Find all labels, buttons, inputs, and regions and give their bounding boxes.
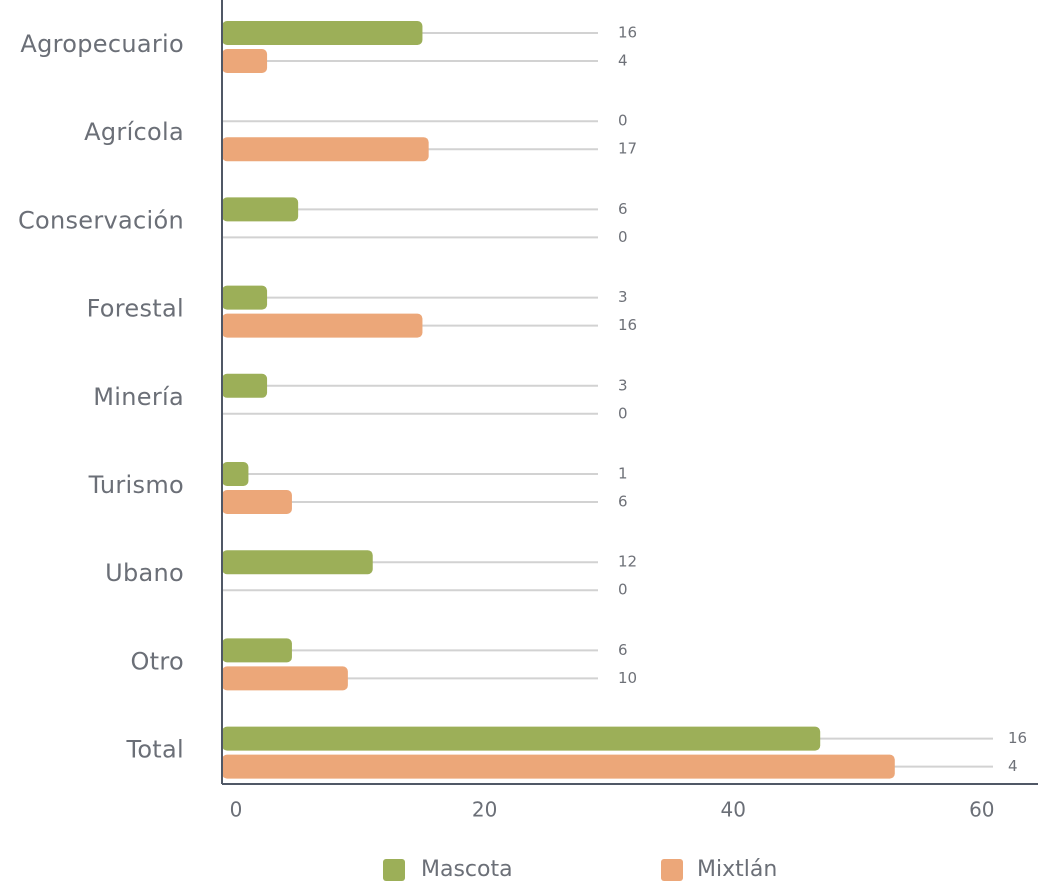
category-label: Otro [130, 647, 184, 675]
bar-mascota [222, 197, 299, 222]
legend: Mascota Mixtlán [383, 857, 777, 882]
data-label: 3 [618, 376, 628, 394]
data-label: 12 [618, 553, 637, 571]
bar-mixtl-n [222, 137, 429, 162]
data-label: 0 [618, 112, 628, 130]
bar-mixtl-n [222, 313, 423, 338]
category-labels: Agropecuario Agrícola Conservación Forestal… [18, 30, 184, 764]
data-label: 17 [618, 140, 637, 158]
category-label: Agrícola [84, 118, 184, 146]
category-label: Minería [93, 383, 184, 411]
bar-mixtl-n [222, 49, 268, 73]
x-tick-labels: 0 20 40 60 [230, 798, 995, 822]
x-tick-label: 60 [969, 798, 994, 822]
bar-mascota [222, 285, 268, 310]
bar-mascota [222, 462, 249, 486]
data-label: 0 [618, 581, 628, 599]
category-label: Ubano [105, 559, 184, 587]
bar-mixtl-n [222, 490, 292, 514]
data-label: 4 [618, 52, 628, 70]
data-label: 4 [1008, 757, 1018, 775]
data-label: 16 [1008, 729, 1027, 747]
bar-mascota [222, 726, 821, 751]
bar-mascota [222, 21, 423, 45]
bar-mascota [222, 373, 268, 398]
x-tick-label: 40 [720, 798, 745, 822]
data-label: 6 [618, 641, 628, 659]
data-label: 1 [618, 465, 628, 483]
bars [222, 21, 895, 779]
bar-mascota [222, 638, 292, 663]
data-label: 6 [618, 493, 628, 511]
legend-label: Mixtlán [697, 857, 777, 882]
data-label: 3 [618, 288, 628, 306]
legend-swatch [661, 859, 683, 881]
category-label: Conservación [18, 206, 184, 234]
category-label: Agropecuario [20, 30, 184, 58]
data-label: 16 [618, 24, 637, 42]
legend-label: Mascota [421, 857, 513, 882]
category-label: Turismo [88, 471, 184, 499]
category-label: Forestal [87, 295, 184, 323]
data-label: 6 [618, 200, 628, 218]
bar-mixtl-n [222, 754, 895, 779]
bar-mixtl-n [222, 666, 348, 691]
bar-mascota [222, 550, 373, 575]
data-label: 16 [618, 316, 637, 334]
data-label: 0 [618, 404, 628, 422]
data-label: 10 [618, 669, 637, 687]
data-label: 0 [618, 228, 628, 246]
category-label: Total [125, 736, 184, 764]
legend-swatch [383, 859, 405, 881]
x-tick-label: 0 [230, 798, 243, 822]
x-tick-label: 20 [472, 798, 497, 822]
